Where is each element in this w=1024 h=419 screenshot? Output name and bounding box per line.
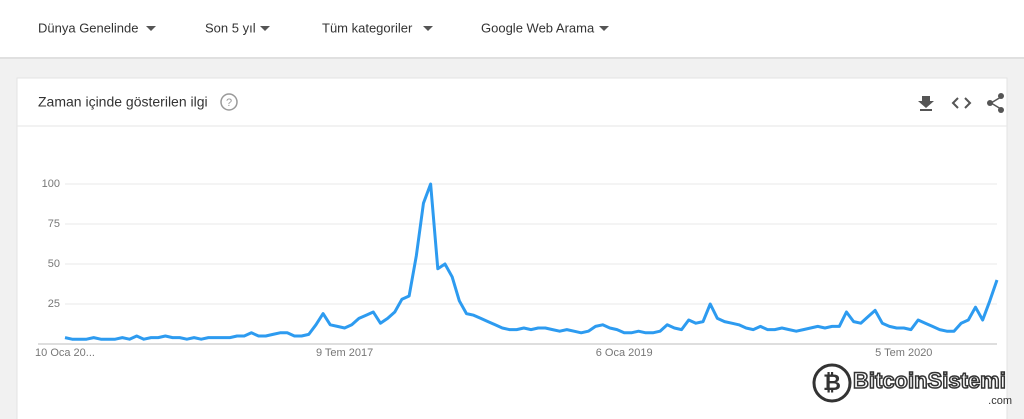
filter-bar [0, 0, 1024, 57]
x-tick-label: 5 Tem 2020 [875, 347, 932, 359]
help-icon-glyph[interactable]: ? [226, 97, 232, 109]
filter-category[interactable]: Tüm kategoriler [322, 20, 413, 35]
filter-region[interactable]: Dünya Genelinde [38, 20, 138, 35]
y-tick-label: 50 [48, 258, 60, 270]
y-tick-label: 25 [48, 298, 60, 310]
watermark-suffix: .com [988, 395, 1012, 407]
embed-icon[interactable] [951, 97, 972, 109]
card [16, 77, 1008, 419]
dropdown-arrow[interactable] [423, 26, 433, 31]
share-icon[interactable] [987, 93, 1004, 113]
y-tick-label: 75 [48, 218, 60, 230]
dropdown-arrow[interactable] [260, 26, 270, 31]
filter-search-type[interactable]: Google Web Arama [481, 20, 595, 35]
watermark-brand: BitcoinSistemi [853, 368, 1006, 393]
x-tick-label: 9 Tem 2017 [316, 347, 373, 359]
svg-text:₿: ₿ [823, 370, 841, 395]
watermark: ₿ BitcoinSistemi .com [812, 363, 1012, 407]
dropdown-arrow[interactable] [146, 26, 156, 31]
filter-bar-shadow [0, 57, 1024, 59]
x-tick-label: 6 Oca 2019 [596, 347, 653, 359]
x-tick-label: 10 Oca 20... [35, 347, 95, 359]
help-icon[interactable] [220, 93, 238, 111]
y-tick-label: 100 [42, 178, 60, 190]
trend-line [64, 182, 999, 341]
card-title: Zaman içinde gösterilen ilgi [38, 94, 208, 110]
download-icon[interactable] [918, 96, 934, 111]
dropdown-arrow[interactable] [599, 26, 609, 31]
filter-time[interactable]: Son 5 yıl [205, 20, 256, 35]
